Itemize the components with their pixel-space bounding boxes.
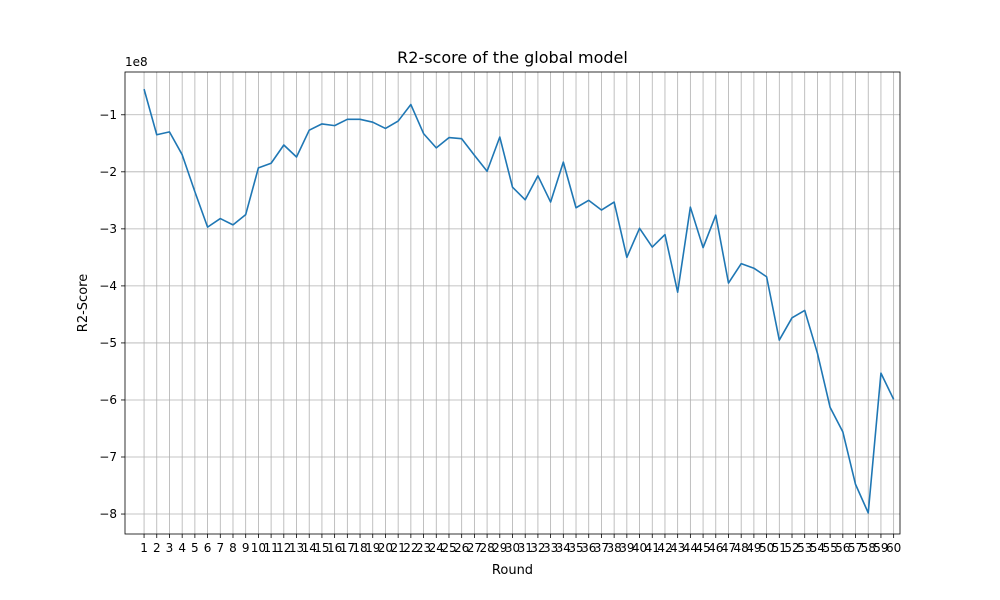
x-tick-label: 7 <box>216 541 224 555</box>
x-tick-label: 1 <box>140 541 148 555</box>
x-tick-label: 22 <box>403 541 418 555</box>
x-tick-label: 4 <box>178 541 186 555</box>
x-tick-label: 13 <box>289 541 304 555</box>
x-tick-label: 47 <box>721 541 736 555</box>
x-tick-label: 48 <box>734 541 749 555</box>
x-tick-label: 40 <box>632 541 647 555</box>
y-tick-label: −2 <box>99 165 117 179</box>
x-tick-label: 23 <box>416 541 431 555</box>
x-tick-label: 12 <box>276 541 291 555</box>
x-tick-label: 49 <box>746 541 761 555</box>
x-tick-label: 53 <box>797 541 812 555</box>
x-tick-label: 3 <box>166 541 174 555</box>
x-tick-label: 16 <box>327 541 342 555</box>
series-layer <box>143 88 895 514</box>
y-axis-label: R2-Score <box>76 274 91 332</box>
x-tick-label: 59 <box>873 541 888 555</box>
x-tick-label: 20 <box>378 541 393 555</box>
x-tick-label: 58 <box>861 541 876 555</box>
x-tick-label: 25 <box>441 541 456 555</box>
x-tick-label: 50 <box>759 541 774 555</box>
series-line <box>143 88 895 514</box>
x-tick-label: 38 <box>606 541 621 555</box>
x-tick-label: 32 <box>530 541 545 555</box>
x-tick-label: 57 <box>848 541 863 555</box>
x-tick-label: 41 <box>645 541 660 555</box>
x-tick-label: 44 <box>683 541 698 555</box>
x-tick-label: 39 <box>619 541 634 555</box>
x-tick-label: 35 <box>568 541 583 555</box>
x-tick-label: 5 <box>191 541 199 555</box>
x-tick-label: 60 <box>886 541 901 555</box>
y-tick-label: −7 <box>99 450 117 464</box>
x-tick-label: 6 <box>204 541 212 555</box>
x-tick-label: 24 <box>429 541 444 555</box>
x-tick-label: 31 <box>518 541 533 555</box>
x-tick-label: 51 <box>772 541 787 555</box>
x-tick-label: 14 <box>302 541 317 555</box>
grid-layer <box>125 72 900 534</box>
x-tick-label: 43 <box>670 541 685 555</box>
x-tick-label: 30 <box>505 541 520 555</box>
x-tick-label: 45 <box>695 541 710 555</box>
x-tick-label: 11 <box>263 541 278 555</box>
y-tick-label: −6 <box>99 393 117 407</box>
y-tick-label: −1 <box>99 108 117 122</box>
x-tick-label: 33 <box>543 541 558 555</box>
y-tick-label: −5 <box>99 336 117 350</box>
y-axis-offset-label: 1e8 <box>125 55 148 69</box>
x-tick-label: 17 <box>340 541 355 555</box>
x-tick-label: 2 <box>153 541 161 555</box>
x-tick-label: 28 <box>479 541 494 555</box>
x-tick-label: 21 <box>391 541 406 555</box>
x-axis-ticks: 1 2 3 4 5 6 7 8 9 1011121314151617181920212223242… <box>140 534 901 555</box>
y-tick-label: −3 <box>99 222 117 236</box>
y-axis-ticks: −8 −7 −6 −5 −4 −3 −2 −1 <box>99 108 125 521</box>
x-tick-label: 8 <box>229 541 237 555</box>
y-tick-label: −4 <box>99 279 117 293</box>
x-tick-label: 26 <box>454 541 469 555</box>
x-tick-label: 34 <box>556 541 571 555</box>
x-tick-label: 42 <box>657 541 672 555</box>
x-tick-label: 54 <box>810 541 825 555</box>
x-tick-label: 55 <box>822 541 837 555</box>
x-tick-label: 15 <box>314 541 329 555</box>
x-tick-label: 36 <box>581 541 596 555</box>
y-tick-label: −8 <box>99 507 117 521</box>
x-tick-label: 18 <box>352 541 367 555</box>
x-axis-label: Round <box>492 563 533 578</box>
x-tick-label: 19 <box>365 541 380 555</box>
x-tick-label: 29 <box>492 541 507 555</box>
x-tick-label: 10 <box>251 541 266 555</box>
x-tick-label: 46 <box>708 541 723 555</box>
x-tick-label: 37 <box>594 541 609 555</box>
chart-title: R2-score of the global model <box>397 48 628 67</box>
x-tick-label: 56 <box>835 541 850 555</box>
x-tick-label: 9 <box>242 541 250 555</box>
x-tick-label: 52 <box>784 541 799 555</box>
x-tick-label: 27 <box>467 541 482 555</box>
